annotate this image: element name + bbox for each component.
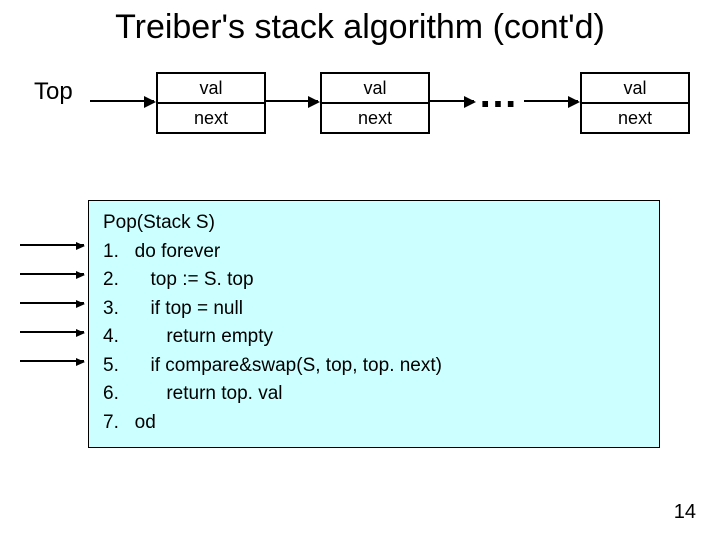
node-val: val: [158, 74, 264, 102]
code-line: 2. top := S. top: [103, 266, 645, 295]
arrow-node1-to-ellipsis: [428, 100, 474, 102]
code-line: Pop(Stack S): [103, 209, 645, 238]
code-line: 1. do forever: [103, 238, 645, 267]
node-val: val: [582, 74, 688, 102]
code-arrow-1: [20, 273, 84, 275]
node-next: next: [582, 102, 688, 132]
slide-title: Treiber's stack algorithm (cont'd): [0, 8, 720, 47]
node-next: next: [322, 102, 428, 132]
code-line: 3. if top = null: [103, 295, 645, 324]
code-arrow-0: [20, 244, 84, 246]
code-arrow-4: [20, 360, 84, 362]
pseudocode-box: Pop(Stack S) 1. do forever 2. top := S. …: [88, 200, 660, 448]
code-arrow-2: [20, 302, 84, 304]
node-next: next: [158, 102, 264, 132]
node-val: val: [322, 74, 428, 102]
top-pointer-label: Top: [34, 78, 73, 106]
code-line: 4. return empty: [103, 323, 645, 352]
code-arrow-3: [20, 331, 84, 333]
ellipsis: …: [478, 72, 520, 117]
code-line: 5. if compare&swap(S, top, top. next): [103, 352, 645, 381]
code-line: 6. return top. val: [103, 380, 645, 409]
code-line: 7. od: [103, 409, 645, 438]
arrow-top-to-node0: [90, 100, 154, 102]
stack-node-0: val next: [156, 72, 266, 134]
stack-node-2: val next: [580, 72, 690, 134]
arrow-node0-to-node1: [264, 100, 318, 102]
stack-node-1: val next: [320, 72, 430, 134]
page-number: 14: [674, 501, 696, 524]
slide: { "title": "Treiber's stack algorithm (c…: [0, 0, 720, 540]
arrow-ellipsis-to-node2: [524, 100, 578, 102]
